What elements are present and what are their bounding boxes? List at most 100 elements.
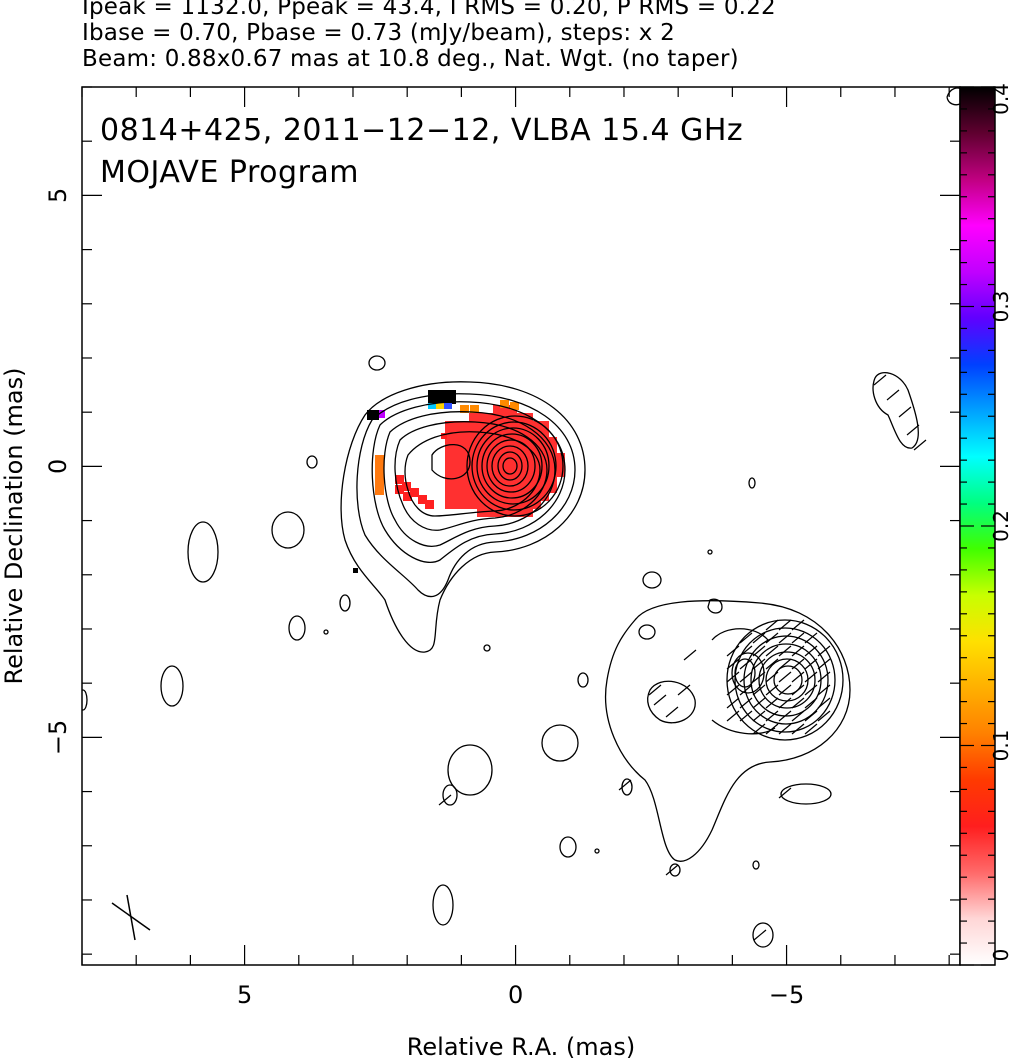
pol-cell: [445, 501, 453, 509]
pol-cell: [410, 488, 419, 497]
evpa-tick: [739, 710, 753, 722]
contour-line: [394, 421, 548, 531]
pol-cell: [353, 568, 358, 573]
pol-cell: [395, 475, 404, 484]
contour-line: [773, 665, 803, 695]
contour-line: [748, 477, 756, 489]
contour-line: [707, 598, 723, 614]
evpa-tick: [804, 697, 818, 709]
pol-cell: [441, 433, 447, 439]
contour-line: [187, 521, 219, 583]
pol-cell: [460, 405, 469, 413]
pol-cell: [477, 429, 485, 437]
evpa-tick: [804, 684, 818, 696]
pol-cell: [485, 477, 493, 485]
evpa-tick: [752, 658, 766, 670]
pol-cell: [525, 461, 533, 469]
evpa-tick: [739, 658, 753, 670]
contour-line: [734, 658, 756, 688]
evpa-tick: [804, 671, 818, 683]
evpa-tick: [752, 710, 766, 722]
pol-cell: [477, 485, 485, 493]
pol-cell: [469, 493, 477, 501]
colorbar-tick-label: 0.4: [989, 83, 1013, 115]
pol-cell: [403, 492, 412, 501]
pol-cell: [525, 429, 533, 437]
evpa-tick: [765, 671, 779, 683]
pol-cell: [493, 477, 501, 485]
pol-cell: [469, 413, 477, 421]
evpa-tick: [752, 671, 766, 683]
pol-cell: [477, 509, 485, 517]
pol-cell: [375, 465, 384, 475]
colorbar-tick-label: 0.3: [989, 291, 1013, 323]
pol-cell: [509, 509, 517, 517]
contour-line: [431, 444, 471, 480]
evpa-tick: [791, 723, 805, 735]
evpa-tick: [752, 723, 766, 735]
pol-cell: [549, 469, 557, 477]
pol-cell: [485, 501, 493, 509]
evpa-tick: [726, 658, 740, 670]
pol-cell: [525, 469, 533, 477]
pol-cell: [525, 453, 533, 461]
pol-cell: [425, 500, 434, 509]
pol-cell: [485, 509, 493, 517]
evpa-tick: [726, 697, 740, 709]
contour-line: [447, 744, 493, 796]
contour-line: [752, 860, 760, 870]
pol-cell: [485, 437, 493, 445]
pol-cell: [461, 493, 469, 501]
evpa-tick: [752, 684, 766, 696]
evpa-tick: [726, 645, 740, 657]
pol-cell: [533, 501, 541, 509]
contour-line: [559, 836, 577, 858]
contour-line: [726, 619, 844, 741]
colorbar-tick-labels: 0 0.1 0.2 0.3 0.4: [989, 83, 1013, 961]
pol-cell: [517, 509, 525, 517]
pol-cell: [517, 501, 525, 509]
pol-cell: [541, 461, 549, 469]
header-line-3: Beam: 0.88x0.67 mas at 10.8 deg., Nat. W…: [82, 46, 739, 72]
contour-line: [647, 680, 696, 724]
evpa-tick: [765, 645, 779, 657]
pol-cell: [493, 501, 501, 509]
evpa-tick: [817, 684, 831, 696]
evpa-tick: [817, 645, 831, 657]
contour-line: [442, 784, 458, 806]
contour-line: [780, 783, 832, 805]
y-tick-label: 0: [44, 459, 72, 474]
pol-cell: [469, 429, 477, 437]
pol-cell: [445, 461, 453, 469]
evpa-tick: [778, 671, 792, 683]
pol-cell: [517, 461, 525, 469]
pol-cell: [469, 461, 477, 469]
pol-cell: [461, 501, 469, 509]
evpa-tick: [873, 374, 887, 386]
evpa-tick: [804, 645, 818, 657]
evpa-tick: [752, 697, 766, 709]
evpa-tick: [778, 684, 792, 696]
pol-cell: [485, 493, 493, 501]
contour-line: [669, 863, 681, 877]
evpa-tick: [913, 439, 927, 451]
pol-cell: [493, 493, 501, 501]
evpa-tick: [778, 697, 792, 709]
contour-line: [946, 87, 960, 106]
pol-cell: [493, 429, 501, 437]
pol-cell: [477, 469, 485, 477]
header-line-1: Ipeak = 1132.0, Ppeak = 43.4, I RMS = 0.…: [82, 0, 776, 20]
pol-cell: [445, 437, 453, 445]
pol-cell: [501, 477, 509, 485]
evpa-tick: [765, 723, 779, 735]
pol-cell: [453, 469, 461, 477]
contour-line: [638, 624, 656, 640]
evpa-tick: [778, 632, 792, 644]
pol-cell: [461, 437, 469, 445]
pol-cell: [461, 421, 469, 429]
pol-cell: [525, 437, 533, 445]
contour-line: [872, 372, 919, 449]
evpa-tick: [778, 645, 792, 657]
contour-line: [466, 415, 564, 517]
pol-cell: [501, 501, 509, 509]
